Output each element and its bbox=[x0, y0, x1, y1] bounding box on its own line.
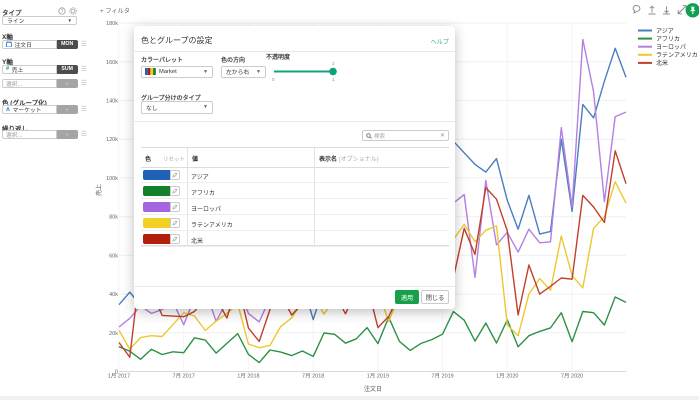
svg-text:ラテンアメリカ: ラテンアメリカ bbox=[656, 52, 698, 59]
svg-text:20k: 20k bbox=[109, 331, 118, 337]
svg-text:ヨーロッパ: ヨーロッパ bbox=[656, 44, 686, 51]
svg-text:北米: 北米 bbox=[656, 59, 668, 67]
svg-text:1月 2018: 1月 2018 bbox=[237, 373, 259, 380]
svg-text:0: 0 bbox=[272, 77, 275, 82]
svg-text:?: ? bbox=[61, 9, 64, 15]
svg-text:7月 2018: 7月 2018 bbox=[302, 373, 324, 380]
svg-text:1: 1 bbox=[332, 61, 335, 66]
svg-text:7月 2017: 7月 2017 bbox=[173, 373, 195, 380]
svg-text:160k: 160k bbox=[106, 60, 118, 66]
svg-text:1月 2020: 1月 2020 bbox=[496, 373, 518, 380]
svg-text:0: 0 bbox=[115, 370, 118, 376]
svg-text:注文日: 注文日 bbox=[364, 385, 382, 393]
svg-text:7月 2019: 7月 2019 bbox=[431, 373, 453, 380]
svg-text:1: 1 bbox=[332, 77, 335, 82]
svg-text:100k: 100k bbox=[106, 176, 118, 182]
svg-text:7月 2020: 7月 2020 bbox=[561, 373, 583, 380]
svg-text:80k: 80k bbox=[109, 215, 118, 221]
svg-text:1月 2019: 1月 2019 bbox=[367, 373, 389, 380]
svg-text:60k: 60k bbox=[109, 253, 118, 259]
svg-text:180k: 180k bbox=[106, 21, 118, 27]
svg-text:アジア: アジア bbox=[656, 28, 674, 35]
svg-text:1月 2017: 1月 2017 bbox=[108, 373, 130, 380]
svg-text:売上: 売上 bbox=[95, 184, 103, 196]
svg-text:アフリカ: アフリカ bbox=[656, 36, 680, 43]
svg-text:40k: 40k bbox=[109, 292, 118, 298]
svg-text:140k: 140k bbox=[106, 99, 118, 105]
svg-text:120k: 120k bbox=[106, 137, 118, 143]
